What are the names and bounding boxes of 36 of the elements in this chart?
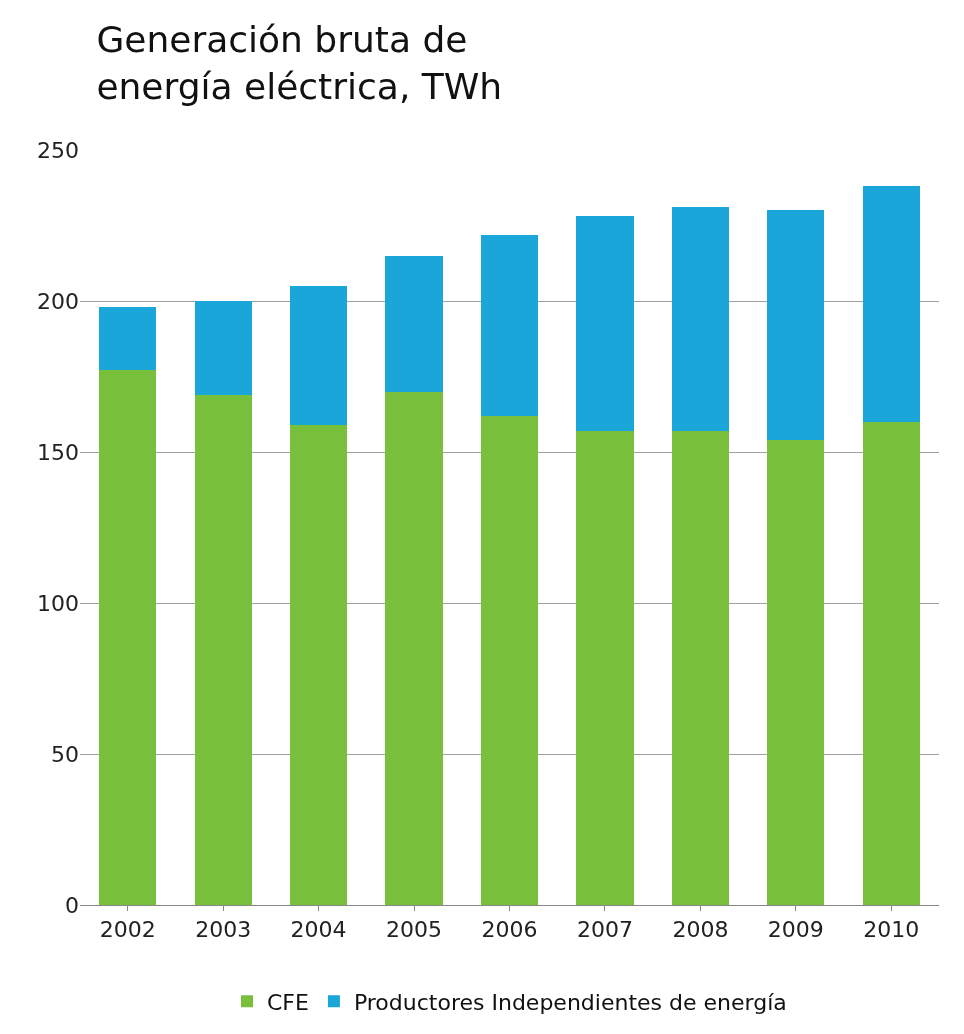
bar	[862, 421, 920, 905]
bar	[576, 216, 634, 431]
x-tick-label: 2002	[99, 917, 156, 943]
x-tick-label: 2004	[290, 917, 347, 943]
y-tick-label: 200	[37, 288, 79, 314]
y-tick-label: 100	[37, 590, 79, 616]
bar	[480, 415, 539, 905]
x-tick-label: 2006	[481, 917, 538, 943]
legend-label: Productores Independientes de energía	[353, 989, 787, 1015]
bar	[194, 394, 252, 905]
bar	[385, 255, 443, 392]
bar	[99, 307, 157, 371]
bar	[194, 301, 252, 395]
y-tick-label: 50	[51, 741, 79, 767]
bar	[862, 186, 920, 422]
x-tick-label: 2009	[767, 917, 824, 943]
y-tick-label: 0	[65, 892, 79, 918]
bar	[480, 234, 539, 416]
bar	[767, 439, 825, 905]
bar	[289, 424, 348, 905]
y-tick-label: 150	[37, 439, 79, 465]
x-tick-label: 2007	[576, 917, 633, 943]
y-tick-label: 250	[37, 137, 79, 163]
bar	[671, 207, 730, 431]
x-tick-label: 2005	[386, 917, 443, 943]
x-tick-label: 2010	[863, 917, 920, 943]
bar	[576, 430, 634, 905]
x-tick-label: 2003	[195, 917, 252, 943]
bar	[767, 210, 825, 440]
legend-label: CFE	[267, 989, 309, 1015]
bar	[99, 370, 157, 905]
bar	[385, 391, 443, 905]
x-tick-label: 2008	[672, 917, 729, 943]
chart-title: Generación bruta de energía eléctrica, TWh	[96, 18, 503, 107]
bar	[671, 430, 730, 905]
bar	[289, 285, 348, 425]
